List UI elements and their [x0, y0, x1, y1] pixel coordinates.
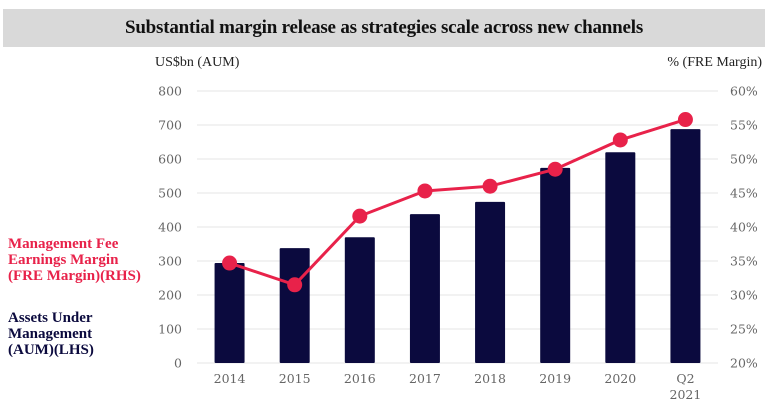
left-y-tick-label: 0: [174, 356, 182, 371]
left-y-tick-label: 200: [158, 288, 182, 303]
right-y-tick-label: 35%: [730, 254, 758, 269]
left-y-axis-ticks: 0 100 200 300 400 500 600 700 800: [158, 84, 182, 371]
left-y-tick-label: 300: [158, 254, 182, 269]
aum-bar: [605, 152, 636, 363]
legend-aum-line-2: Management: [8, 326, 93, 342]
right-y-tick-label: 40%: [730, 220, 758, 235]
x-tick-label: 2016: [344, 371, 376, 386]
x-tick-label: 2020: [604, 371, 636, 386]
fre-margin-point: [612, 132, 628, 148]
right-y-tick-label: 60%: [730, 84, 758, 99]
legend-aum: Assets Under Management (AUM)(LHS): [8, 310, 94, 358]
left-y-tick-label: 700: [158, 118, 182, 133]
fre-margin-point: [222, 255, 238, 271]
aum-bar: [475, 201, 506, 363]
right-y-tick-label: 50%: [730, 152, 758, 167]
left-y-tick-label: 400: [158, 220, 182, 235]
chart-title-bar: Substantial margin release as strategies…: [3, 9, 765, 47]
right-axis-label: % (FRE Margin): [667, 55, 762, 70]
aum-bar: [214, 263, 245, 363]
aum-bar: [540, 167, 571, 363]
aum-bar: [279, 248, 310, 363]
right-y-tick-label: 45%: [730, 186, 758, 201]
x-tick-label: 2017: [409, 371, 441, 386]
legend-aum-line-1: Assets Under: [8, 310, 93, 326]
legend-fre-line-2: Earnings Margin: [8, 252, 119, 268]
left-y-tick-label: 100: [158, 322, 182, 337]
right-y-tick-label: 30%: [730, 288, 758, 303]
aum-bar: [344, 237, 375, 363]
fre-margin-line: [222, 112, 693, 293]
x-tick-label: 2019: [539, 371, 571, 386]
fre-margin-point: [547, 161, 563, 177]
legend-aum-line-3: (AUM)(LHS): [8, 342, 94, 358]
right-y-tick-label: 25%: [730, 322, 758, 337]
fre-margin-line-path: [229, 118, 686, 287]
x-tick-label: 2014: [214, 371, 246, 386]
legend-fre-margin: Management Fee Earnings Margin (FRE Marg…: [8, 236, 141, 284]
left-y-tick-label: 800: [158, 84, 182, 99]
legend-fre-line-3: (FRE Margin)(RHS): [8, 268, 141, 284]
fre-margin-point: [482, 178, 498, 194]
x-tick-label: 2021: [670, 387, 702, 402]
x-tick-label: Q2: [676, 371, 694, 386]
aum-bar: [409, 214, 440, 363]
gridlines: [197, 90, 718, 364]
left-y-tick-label: 500: [158, 186, 182, 201]
right-y-tick-label: 55%: [730, 118, 758, 133]
fre-margin-point: [352, 208, 368, 224]
left-axis-label: US$bn (AUM): [155, 55, 240, 70]
fre-margin-point: [677, 112, 693, 128]
fre-margin-point: [417, 183, 433, 199]
right-y-tick-label: 20%: [730, 356, 758, 371]
aum-bars: [214, 129, 701, 363]
right-y-axis-ticks: 20% 25% 30% 35% 40% 45% 50% 55% 60%: [730, 84, 758, 371]
chart-title: Substantial margin release as strategies…: [124, 17, 644, 38]
fre-margin-point: [287, 277, 303, 293]
x-tick-label: 2018: [474, 371, 506, 386]
aum-bar: [670, 129, 701, 363]
left-y-tick-label: 600: [158, 152, 182, 167]
x-tick-label: 2015: [279, 371, 311, 386]
legend-fre-line-1: Management Fee: [8, 236, 119, 252]
